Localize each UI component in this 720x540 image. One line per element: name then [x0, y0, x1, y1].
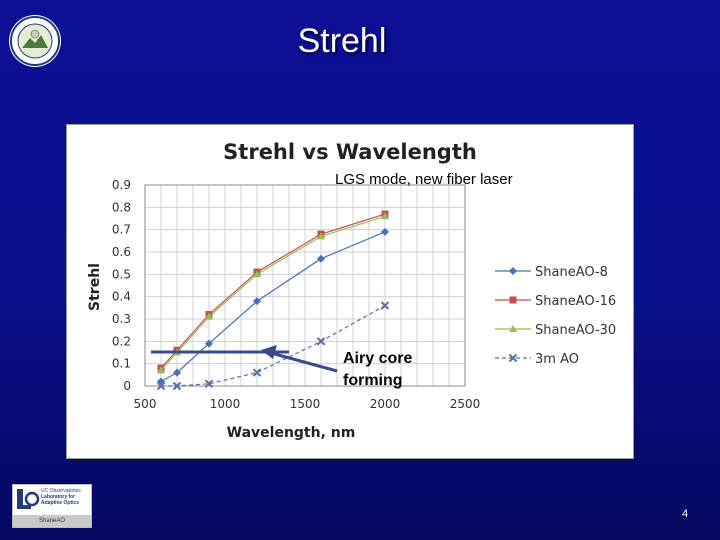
data-point [157, 366, 165, 374]
strehl-chart: 0 0.1 0.2 0.3 0.4 0.5 0.6 0.7 0.8 0.9 500 1000 1500 2… [87, 140, 616, 441]
airy-arrow [151, 345, 338, 373]
data-point [156, 381, 166, 391]
lab-logo-line-2: Laboratory for [41, 494, 76, 500]
y-tick-label: 0.7 [112, 223, 131, 237]
plot-frame [144, 184, 466, 387]
series-line [161, 305, 386, 387]
y-tick-label: 0 [123, 379, 131, 393]
y-tick-label: 0.3 [112, 312, 131, 326]
airy-arrow-shaft [270, 351, 338, 373]
x-tick-label: 1000 [210, 397, 241, 411]
data-point [317, 232, 325, 240]
lgs-mode-note: LGS mode, new fiber laser [335, 171, 513, 188]
airy-arrow-head [261, 345, 277, 359]
series-group [156, 210, 390, 391]
chart-panel: 0 0.1 0.2 0.3 0.4 0.5 0.6 0.7 0.8 0.9 500 1000 1500 2… [66, 124, 634, 459]
lab-logo-footer: ShaneAO [13, 515, 91, 527]
chart-title: Strehl vs Wavelength [223, 140, 477, 164]
data-point [253, 297, 261, 306]
legend-label: ShaneAO-30 [535, 323, 616, 338]
x-tick-label: 500 [134, 397, 157, 411]
series-3m-ao [156, 301, 390, 391]
lab-logo-line-1: UC Observatories [41, 488, 81, 494]
data-point [172, 381, 182, 391]
series-line [160, 231, 386, 383]
data-point [381, 212, 389, 220]
legend-marker [508, 353, 518, 363]
lab-logo-icon [17, 489, 40, 509]
page-number: 4 [682, 508, 689, 520]
data-point [381, 227, 389, 236]
legend: ShaneAO-8 ShaneAO-16 ShaneAO-30 3m AO [495, 265, 616, 367]
y-tick-label: 0.6 [112, 245, 131, 259]
x-tick-label: 1500 [290, 397, 321, 411]
legend-entry-shaneao-16: ShaneAO-16 [495, 294, 616, 309]
x-tick-label: 2500 [450, 397, 481, 411]
lab-logo-line-3: Adaptive Optics [41, 500, 80, 506]
legend-marker [509, 325, 517, 332]
lab-logo-text: UC Observatories Laboratory for Adaptive… [41, 488, 81, 506]
legend-label: ShaneAO-16 [535, 294, 616, 309]
x-tick-label: 2000 [370, 397, 401, 411]
data-point [317, 254, 325, 263]
legend-marker [509, 296, 517, 304]
y-tick-label: 0.1 [112, 357, 131, 371]
x-axis-label: Wavelength, nm [227, 425, 356, 441]
axes: 0 0.1 0.2 0.3 0.4 0.5 0.6 0.7 0.8 0.9 500 1000 1500 2… [112, 178, 480, 411]
y-axis-label: Strehl [87, 263, 103, 311]
data-point [252, 368, 262, 377]
legend-entry-shaneao-8: ShaneAO-8 [495, 265, 608, 280]
airy-core-note: Airy core forming [343, 350, 413, 389]
data-point [316, 337, 326, 346]
legend-entry-3m-ao: 3m AO [495, 352, 579, 367]
y-tick-label: 0.8 [112, 200, 131, 214]
legend-marker [509, 267, 517, 275]
y-tick-label: 0.2 [112, 334, 131, 348]
lab-logo: UC Observatories Laboratory for Adaptive… [12, 484, 92, 528]
observatory-seal-icon [9, 15, 61, 67]
y-tick-label: 0.4 [112, 290, 131, 304]
legend-label: ShaneAO-8 [535, 265, 608, 280]
data-point [253, 270, 261, 278]
data-point [380, 301, 390, 310]
data-point [204, 379, 214, 388]
slide-title: Strehl [297, 22, 387, 60]
legend-label: 3m AO [535, 352, 579, 367]
legend-entry-shaneao-30: ShaneAO-30 [495, 323, 616, 338]
y-tick-label: 0.5 [112, 267, 131, 281]
y-tick-label: 0.9 [112, 178, 131, 192]
data-point [205, 339, 213, 348]
data-point [205, 312, 213, 320]
data-point [173, 368, 181, 377]
